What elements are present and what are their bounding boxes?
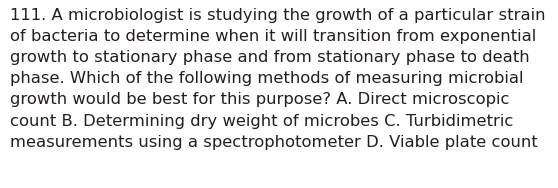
Text: 111. A microbiologist is studying the growth of a particular strain
of bacteria : 111. A microbiologist is studying the gr… xyxy=(10,8,546,150)
